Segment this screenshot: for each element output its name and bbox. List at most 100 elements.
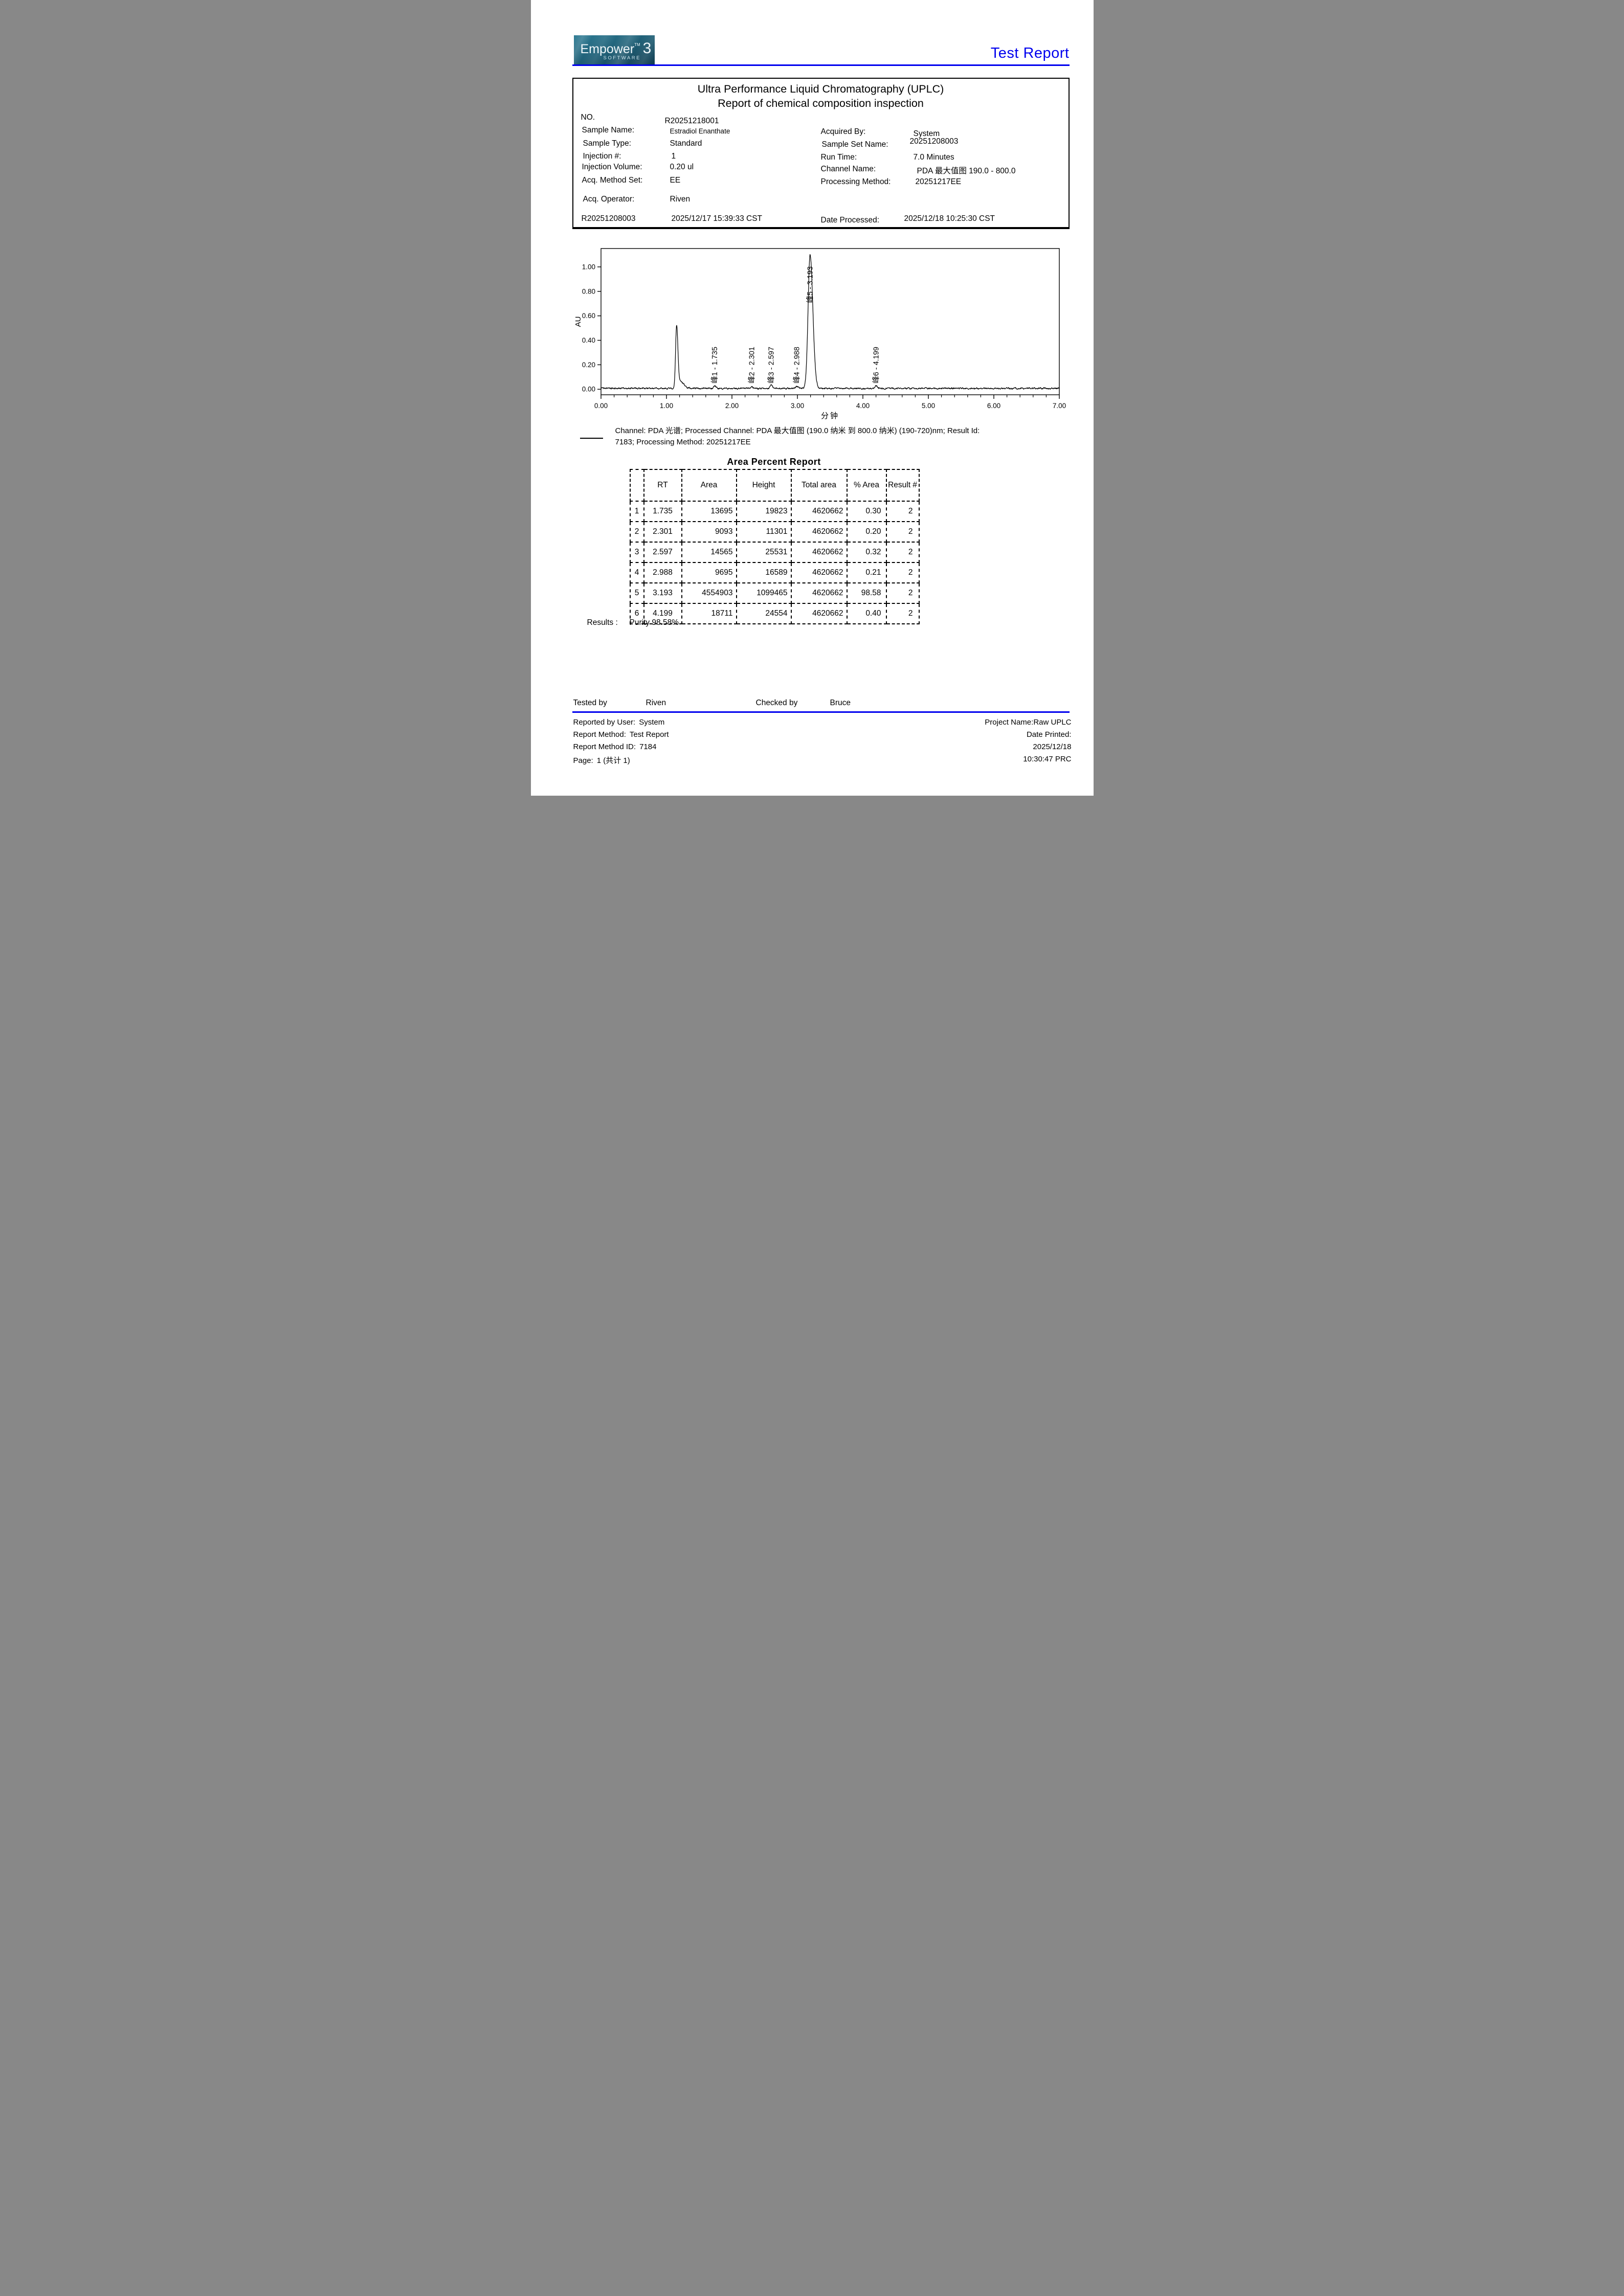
footer-row: Reported by User: System <box>573 718 665 727</box>
footer-rule <box>572 711 1070 713</box>
field-value: Standard <box>670 139 702 148</box>
cell-total-area: 4620662 <box>790 521 848 543</box>
test-report-page: EmpowerTM 3 SOFTWARE Test Report Ultra Pe… <box>530 0 1094 796</box>
field-label: NO. <box>581 113 595 122</box>
cell-height: 25531 <box>736 542 792 563</box>
cell-rt: 2.597 <box>643 542 682 563</box>
cell-rt: 1.735 <box>643 501 682 522</box>
peak-label: 峰5 - 3.193 <box>806 266 814 303</box>
table-row: 2 2.301 9093 11301 4620662 0.20 2 <box>629 521 920 543</box>
footer-row: Report Method ID: 7184 <box>573 742 657 751</box>
column-header: Height <box>736 469 792 502</box>
channel-legend-line1: Channel: PDA 光谱; Processed Channel: PDA … <box>615 426 980 435</box>
column-header: % Area <box>846 469 887 502</box>
cell-result: 2 <box>885 603 920 624</box>
legend-line-sample <box>580 438 603 439</box>
cell-area: 18711 <box>681 603 737 624</box>
cell-pct-area: 0.32 <box>846 542 887 563</box>
column-header: Result # <box>885 469 920 502</box>
report-heading-line1: Ultra Performance Liquid Chromatography … <box>697 83 944 95</box>
field-label: Processing Method: <box>820 177 891 186</box>
cell-index: 2 <box>629 521 644 543</box>
field-label: Date Processed: <box>820 216 880 224</box>
field-value: 2025/12/18 10:25:30 CST <box>904 214 995 223</box>
table-title: Area Percent Report <box>727 457 821 467</box>
column-header <box>629 469 644 502</box>
cell-area: 9093 <box>681 521 737 543</box>
cell-area: 14565 <box>681 542 737 563</box>
footer-value: 7184 <box>639 742 657 751</box>
project-name: Project Name:Raw UPLC <box>985 718 1072 727</box>
y-tick-label: 0.00 <box>582 386 595 393</box>
cell-height: 24554 <box>736 603 792 624</box>
field-label: Acquired By: <box>820 127 866 136</box>
checked-by-value: Bruce <box>830 699 851 707</box>
field-value: 20251208003 <box>909 137 959 146</box>
cell-rt: 2.988 <box>643 562 682 583</box>
y-tick-label: 0.80 <box>582 287 595 295</box>
chromatogram-trace <box>600 254 1059 390</box>
field-value: System <box>913 129 940 138</box>
cell-total-area: 4620662 <box>790 603 848 624</box>
field-label: Acq. Method Set: <box>582 176 643 185</box>
results-label: Results : <box>587 618 618 627</box>
empower-logo-subtitle: SOFTWARE <box>603 55 641 61</box>
footer-label: Page: <box>573 756 593 765</box>
trademark-symbol: TM <box>634 42 640 47</box>
field-value: Estradiol Enanthate <box>670 127 730 135</box>
cell-index: 5 <box>629 582 644 604</box>
cell-result: 2 <box>885 562 920 583</box>
table-header-row: RT Area Height Total area % Area Result … <box>629 469 920 502</box>
cell-total-area: 4620662 <box>790 562 848 583</box>
cell-result: 2 <box>885 542 920 563</box>
x-tick-label: 1.00 <box>659 402 673 410</box>
footer-value: 1 (共计 1) <box>596 756 630 765</box>
peak-label: 峰3 - 2.597 <box>767 347 775 384</box>
footer-value: System <box>639 718 665 727</box>
field-label: Acq. Operator: <box>583 195 635 204</box>
cell-height: 11301 <box>736 521 792 543</box>
field-label: Injection Volume: <box>582 163 642 171</box>
cell-pct-area: 0.30 <box>846 501 887 522</box>
field-value: 2025/12/17 15:39:33 CST <box>671 214 763 223</box>
peak-label: 峰4 - 2.988 <box>792 347 801 384</box>
field-value: 20251217EE <box>915 177 962 186</box>
footer-row: Page: 1 (共计 1) <box>573 755 630 766</box>
x-axis-title: 分钟 <box>820 412 839 420</box>
table-row: 1 1.735 13695 19823 4620662 0.30 2 <box>629 501 920 522</box>
peak-label: 峰6 - 4.199 <box>872 347 880 384</box>
page-title: Test Report <box>990 45 1070 61</box>
x-tick-label: 3.00 <box>790 402 804 410</box>
footer-label: Report Method: <box>573 730 626 739</box>
checked-by-label: Checked by <box>755 699 798 707</box>
results-value: Purity 98.58% <box>629 618 679 627</box>
cell-index: 3 <box>629 542 644 563</box>
y-tick-label: 0.20 <box>582 361 595 369</box>
field-value: EE <box>670 176 681 185</box>
chromatogram-chart: 0.00 0.20 0.40 0.60 0.80 1.00 0.00 1.00 2.00 3.00… <box>572 244 1071 421</box>
column-header: Total area <box>790 469 848 502</box>
channel-legend-line2: 7183; Processing Method: 20251217EE <box>615 437 751 446</box>
x-tick-label: 4.00 <box>856 402 869 410</box>
table-row: 6 4.199 18711 24554 4620662 0.40 2 <box>629 603 920 624</box>
footer-value: Test Report <box>629 730 669 739</box>
empower-version: 3 <box>642 40 652 57</box>
cell-rt: 3.193 <box>643 582 682 604</box>
cell-area: 13695 <box>681 501 737 522</box>
peak-label: 峰2 - 2.301 <box>747 347 756 384</box>
cell-area: 4554903 <box>681 582 737 604</box>
report-heading-line2: Report of chemical composition inspectio… <box>718 97 924 109</box>
empower-logo: EmpowerTM 3 SOFTWARE <box>573 35 655 65</box>
cell-height: 16589 <box>736 562 792 583</box>
cell-pct-area: 0.40 <box>846 603 887 624</box>
field-label: Channel Name: <box>820 165 876 173</box>
x-tick-label: 0.00 <box>594 402 607 410</box>
cell-total-area: 4620662 <box>790 501 848 522</box>
tested-by-value: Riven <box>646 699 666 707</box>
field-value: 0.20 ul <box>670 163 694 171</box>
date-printed-time: 10:30:47 PRC <box>1023 755 1072 763</box>
report-heading: Ultra Performance Liquid Chromatography … <box>572 82 1070 110</box>
table-row: 4 2.988 9695 16589 4620662 0.21 2 <box>629 562 920 583</box>
header-rule <box>572 64 1070 66</box>
field-label: Run Time: <box>820 153 857 162</box>
